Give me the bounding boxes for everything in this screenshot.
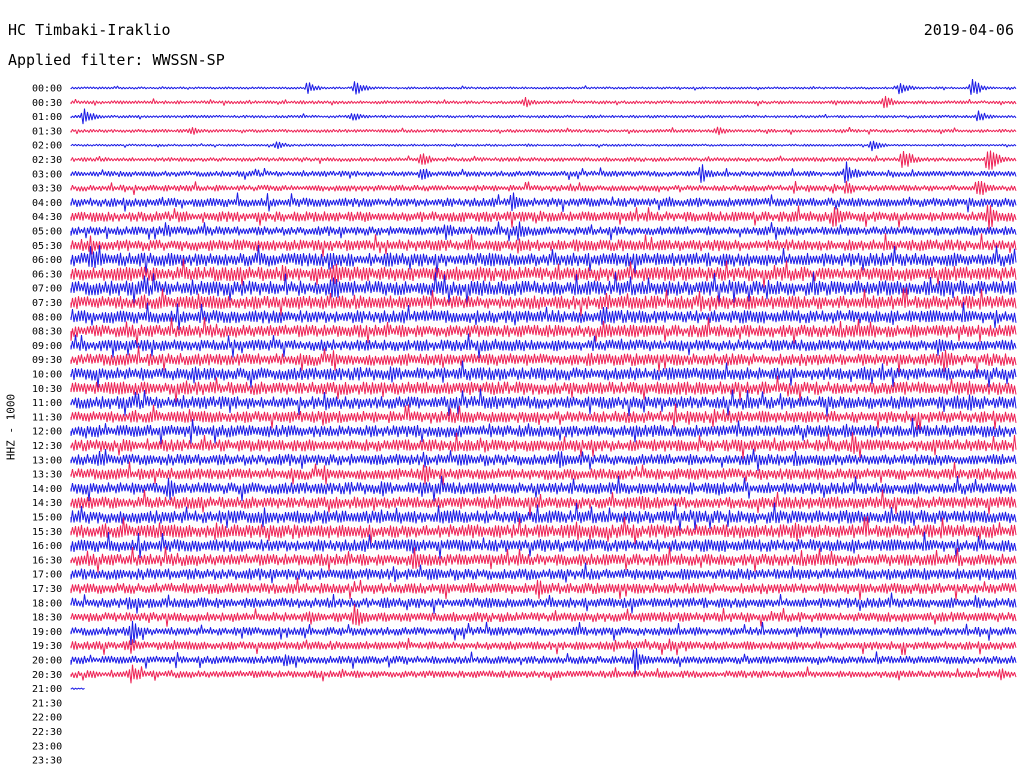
row-time-label: 13:00 bbox=[32, 455, 62, 466]
trace-row-2000 bbox=[70, 648, 1017, 675]
trace-row-0100 bbox=[70, 108, 1017, 125]
filter-label: Applied filter: WWSSN-SP bbox=[8, 51, 225, 69]
row-time-label: 06:30 bbox=[32, 269, 62, 280]
row-time-label: 23:00 bbox=[32, 741, 62, 752]
trace-row-1430 bbox=[70, 489, 1017, 517]
row-time-label: 07:30 bbox=[32, 298, 62, 309]
trace-row-0600 bbox=[70, 245, 1017, 275]
row-time-label: 19:00 bbox=[32, 627, 62, 638]
row-time-label: 21:00 bbox=[32, 684, 62, 695]
trace-row-1030 bbox=[70, 375, 1017, 403]
trace-row-0030 bbox=[70, 95, 1017, 109]
trace-row-1500 bbox=[70, 502, 1017, 531]
row-time-label: 15:00 bbox=[32, 513, 62, 524]
trace-row-1900 bbox=[70, 620, 1017, 646]
row-time-label: 12:30 bbox=[32, 441, 62, 452]
row-time-label: 09:30 bbox=[32, 355, 62, 366]
row-time-label: 08:30 bbox=[32, 327, 62, 338]
trace-row-1730 bbox=[70, 577, 1017, 600]
row-time-label: 04:00 bbox=[32, 198, 62, 209]
row-time-label: 14:30 bbox=[32, 498, 62, 509]
row-time-label: 01:00 bbox=[32, 112, 62, 123]
trace-row-0630 bbox=[70, 258, 1017, 288]
trace-row-0530 bbox=[70, 233, 1017, 257]
trace-row-0830 bbox=[70, 317, 1017, 345]
trace-row-2030 bbox=[70, 664, 1017, 684]
row-time-label: 23:30 bbox=[32, 756, 62, 767]
trace-row-0900 bbox=[70, 333, 1017, 359]
trace-row-2100 bbox=[70, 687, 85, 690]
trace-row-1630 bbox=[70, 546, 1017, 573]
trace-row-0930 bbox=[70, 346, 1017, 373]
row-time-label: 17:30 bbox=[32, 584, 62, 595]
row-time-label: 01:30 bbox=[32, 126, 62, 137]
row-time-label: 22:30 bbox=[32, 727, 62, 738]
row-time-label: 19:30 bbox=[32, 641, 62, 652]
row-time-label: 02:00 bbox=[32, 141, 62, 152]
row-time-label: 16:00 bbox=[32, 541, 62, 552]
trace-row-0200 bbox=[70, 140, 1017, 152]
trace-row-1700 bbox=[70, 562, 1017, 584]
trace-row-1130 bbox=[70, 403, 1017, 431]
row-time-label: 21:30 bbox=[32, 698, 62, 709]
row-time-label: 05:30 bbox=[32, 241, 62, 252]
row-time-label: 11:00 bbox=[32, 398, 62, 409]
row-time-label: 00:00 bbox=[32, 84, 62, 95]
row-time-label: 03:00 bbox=[32, 169, 62, 180]
trace-row-0230 bbox=[70, 150, 1017, 170]
row-time-label: 22:00 bbox=[32, 713, 62, 724]
trace-row-1100 bbox=[70, 388, 1017, 417]
trace-row-1600 bbox=[70, 531, 1017, 559]
row-time-label: 20:00 bbox=[32, 656, 62, 667]
row-time-label: 06:00 bbox=[32, 255, 62, 266]
station-title: HC Timbaki-Iraklio bbox=[8, 21, 171, 39]
row-time-label: 04:30 bbox=[32, 212, 62, 223]
trace-row-0130 bbox=[70, 126, 1017, 136]
trace-row-1800 bbox=[70, 592, 1017, 614]
row-time-label: 17:00 bbox=[32, 570, 62, 581]
trace-row-1000 bbox=[70, 360, 1017, 388]
trace-row-0500 bbox=[70, 221, 1017, 242]
row-time-label: 00:30 bbox=[32, 98, 62, 109]
row-time-label: 10:00 bbox=[32, 370, 62, 381]
trace-row-1400 bbox=[70, 475, 1017, 502]
row-time-label: 08:00 bbox=[32, 312, 62, 323]
row-time-label: 10:30 bbox=[32, 384, 62, 395]
trace-row-0700 bbox=[70, 271, 1017, 305]
trace-row-0430 bbox=[70, 204, 1017, 230]
row-time-label: 05:00 bbox=[32, 227, 62, 238]
row-time-label: 20:30 bbox=[32, 670, 62, 681]
trace-row-1330 bbox=[70, 461, 1017, 486]
date-label: 2019-04-06 bbox=[923, 21, 1014, 39]
trace-row-0400 bbox=[70, 192, 1017, 213]
trace-row-0800 bbox=[70, 302, 1017, 330]
trace-row-1300 bbox=[70, 448, 1017, 471]
row-time-label: 11:30 bbox=[32, 412, 62, 423]
row-time-label: 13:30 bbox=[32, 470, 62, 481]
row-time-label: 18:00 bbox=[32, 598, 62, 609]
row-time-label: 16:30 bbox=[32, 555, 62, 566]
row-time-label: 12:00 bbox=[32, 427, 62, 438]
trace-row-1830 bbox=[70, 603, 1017, 627]
row-time-label: 07:00 bbox=[32, 284, 62, 295]
trace-row-0730 bbox=[70, 287, 1017, 317]
trace-row-0000 bbox=[70, 79, 1017, 95]
row-time-label: 09:00 bbox=[32, 341, 62, 352]
row-time-label: 02:30 bbox=[32, 155, 62, 166]
trace-row-0330 bbox=[70, 180, 1017, 195]
row-time-label: 14:00 bbox=[32, 484, 62, 495]
row-time-label: 15:30 bbox=[32, 527, 62, 538]
trace-row-1230 bbox=[70, 432, 1017, 459]
trace-row-0300 bbox=[70, 161, 1017, 184]
row-time-label: 18:30 bbox=[32, 613, 62, 624]
trace-row-1200 bbox=[70, 417, 1017, 445]
row-time-label: 03:30 bbox=[32, 184, 62, 195]
trace-row-1930 bbox=[70, 637, 1017, 656]
trace-row-1530 bbox=[70, 516, 1017, 545]
